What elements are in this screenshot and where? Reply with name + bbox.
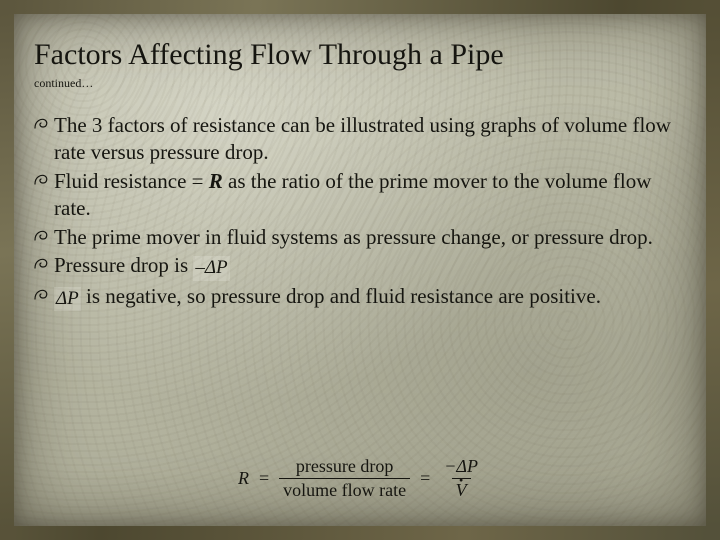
formula-lhs: R <box>238 468 249 489</box>
bullet-text: The prime mover in fluid systems as pres… <box>54 225 653 249</box>
var-r: R <box>209 169 223 193</box>
fraction-words: pressure drop volume flow rate <box>279 457 410 500</box>
swirl-icon <box>32 226 52 248</box>
swirl-icon <box>32 285 52 307</box>
formula-block: R = pressure drop volume flow rate = −ΔP… <box>14 457 706 500</box>
v-dot-symbol: V <box>456 481 467 500</box>
bullet-item: ΔP is negative, so pressure drop and flu… <box>34 283 678 311</box>
swirl-icon <box>32 254 52 276</box>
slide-title: Factors Affecting Flow Through a Pipe <box>34 38 686 71</box>
slide-subtitle: continued… <box>34 76 93 91</box>
bullet-item: The 3 factors of resistance can be illus… <box>34 112 678 166</box>
fraction-numerator: pressure drop <box>292 457 397 478</box>
swirl-icon <box>32 170 52 192</box>
equals-sign: = <box>259 468 269 489</box>
math-delta-p: ΔP <box>54 287 81 311</box>
formula: R = pressure drop volume flow rate = −ΔP… <box>238 457 482 500</box>
fraction-symbols: −ΔP V <box>440 457 482 500</box>
swirl-icon <box>32 114 52 136</box>
bullet-text: Pressure drop is –ΔP <box>54 253 230 277</box>
fraction-denominator: V <box>452 478 471 500</box>
math-neg-delta-p: –ΔP <box>193 256 229 280</box>
equals-sign: = <box>420 468 430 489</box>
bullet-item: Pressure drop is –ΔP <box>34 252 678 280</box>
bullet-text: ΔP is negative, so pressure drop and flu… <box>54 284 601 308</box>
bullet-item: Fluid resistance = R as the ratio of the… <box>34 168 678 222</box>
slide-body: The 3 factors of resistance can be illus… <box>34 112 678 313</box>
bullet-text: The 3 factors of resistance can be illus… <box>54 113 671 164</box>
fraction-denominator: volume flow rate <box>279 478 410 500</box>
slide: Factors Affecting Flow Through a Pipe co… <box>0 0 720 540</box>
bullet-text: Fluid resistance = R as the ratio of the… <box>54 169 651 220</box>
bullet-item: The prime mover in fluid systems as pres… <box>34 224 678 251</box>
